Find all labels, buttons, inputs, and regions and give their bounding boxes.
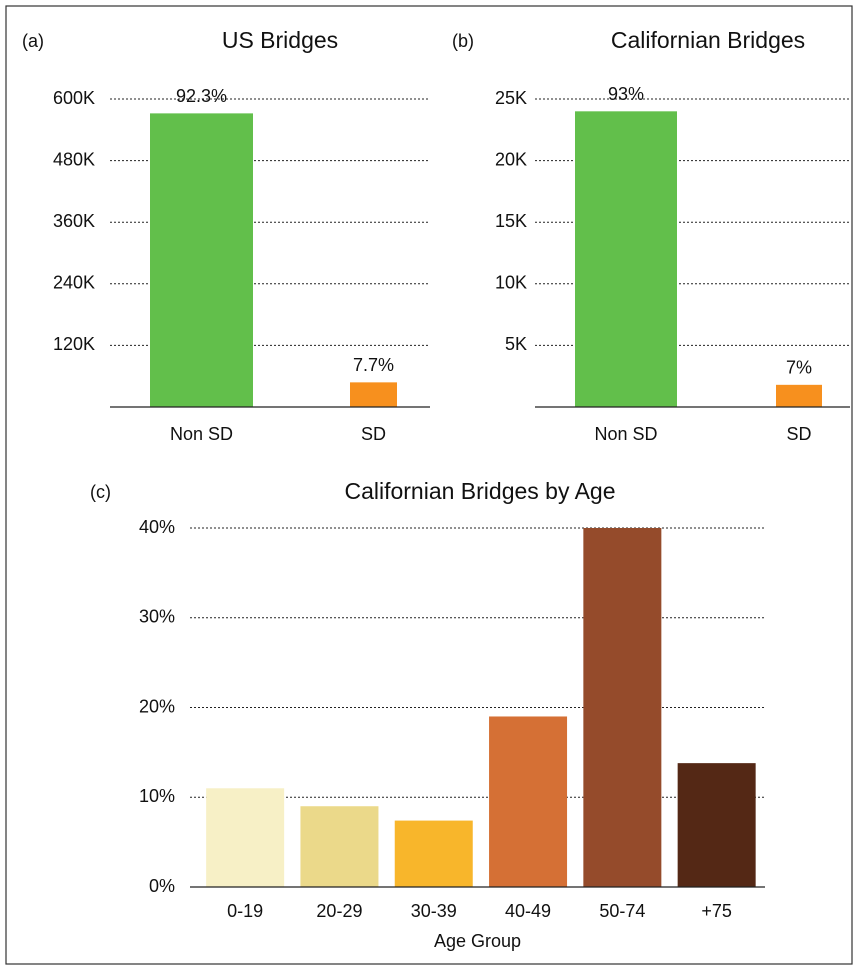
y-tick-label: 120K bbox=[53, 334, 95, 354]
panel-label: (c) bbox=[90, 482, 111, 502]
bar bbox=[677, 763, 756, 887]
bar-annotation: 7% bbox=[786, 358, 812, 378]
bar bbox=[150, 113, 253, 407]
bar-annotation: 7.7% bbox=[353, 355, 394, 375]
bar bbox=[489, 716, 568, 887]
bar bbox=[206, 788, 285, 887]
y-tick-label: 20% bbox=[139, 696, 175, 716]
bar bbox=[575, 111, 677, 407]
y-tick-label: 20K bbox=[495, 149, 527, 169]
y-tick-label: 10% bbox=[139, 786, 175, 806]
x-tick-label: Non SD bbox=[594, 424, 657, 444]
bar bbox=[776, 384, 822, 407]
x-tick-label: 50-74 bbox=[599, 901, 645, 921]
bar bbox=[583, 528, 662, 887]
y-tick-label: 480K bbox=[53, 149, 95, 169]
chart-title: Californian Bridges by Age bbox=[344, 478, 615, 504]
y-tick-label: 40% bbox=[139, 517, 175, 537]
chart-title: Californian Bridges bbox=[611, 27, 805, 53]
bar bbox=[394, 820, 473, 887]
chart-title: US Bridges bbox=[222, 27, 338, 53]
bar bbox=[350, 382, 397, 407]
y-tick-label: 600K bbox=[53, 88, 95, 108]
bar bbox=[300, 806, 379, 887]
x-tick-label: 30-39 bbox=[411, 901, 457, 921]
y-tick-label: 240K bbox=[53, 273, 95, 293]
x-axis-label: Age Group bbox=[434, 931, 521, 951]
x-tick-label: SD bbox=[786, 424, 811, 444]
frame bbox=[5, 5, 853, 965]
y-tick-label: 10K bbox=[495, 273, 527, 293]
x-tick-label: SD bbox=[361, 424, 386, 444]
bar-annotation: 93% bbox=[608, 84, 644, 104]
y-tick-label: 360K bbox=[53, 211, 95, 231]
bar-annotation: 92.3% bbox=[176, 86, 227, 106]
x-tick-label: Non SD bbox=[170, 424, 233, 444]
panel-label: (a) bbox=[22, 31, 44, 51]
y-tick-label: 15K bbox=[495, 211, 527, 231]
y-tick-label: 0% bbox=[149, 876, 175, 896]
x-tick-label: +75 bbox=[701, 901, 732, 921]
panel-label: (b) bbox=[452, 31, 474, 51]
y-tick-label: 5K bbox=[505, 334, 527, 354]
x-tick-label: 20-29 bbox=[316, 901, 362, 921]
y-tick-label: 25K bbox=[495, 88, 527, 108]
x-tick-label: 0-19 bbox=[227, 901, 263, 921]
y-tick-label: 30% bbox=[139, 607, 175, 627]
x-tick-label: 40-49 bbox=[505, 901, 551, 921]
